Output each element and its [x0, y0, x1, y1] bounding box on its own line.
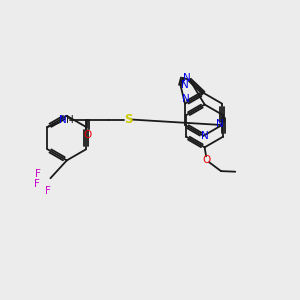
Text: N: N	[201, 131, 209, 141]
Text: F: F	[44, 186, 50, 196]
Text: H: H	[66, 115, 74, 124]
Text: N: N	[216, 118, 224, 128]
Text: F: F	[35, 169, 41, 179]
Text: F: F	[34, 179, 40, 189]
Text: N: N	[59, 115, 67, 124]
Text: O: O	[83, 130, 92, 140]
Text: N: N	[182, 80, 189, 90]
Text: S: S	[124, 113, 132, 126]
Text: O: O	[202, 155, 210, 165]
Text: N: N	[183, 73, 191, 83]
Text: N: N	[182, 94, 189, 104]
